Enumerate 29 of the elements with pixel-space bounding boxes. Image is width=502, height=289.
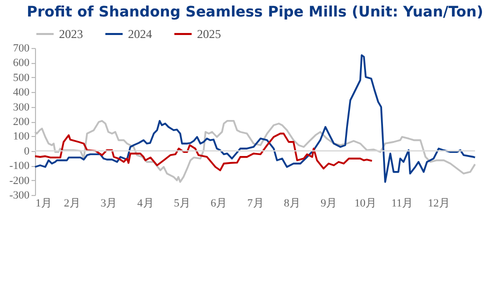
x-tick-label: 3月: [100, 198, 118, 210]
x-tick-label: 5月: [174, 198, 190, 210]
x-tick-label: 11月: [391, 198, 413, 210]
y-tick-label: 300: [13, 101, 30, 114]
x-tick-label: 10月: [354, 198, 376, 210]
y-tick-label: -200: [9, 174, 30, 187]
legend-label: 2023: [59, 27, 83, 41]
x-tick-label: 1月: [36, 198, 52, 210]
y-tick-label: 500: [13, 72, 30, 84]
y-tick-label: 100: [13, 130, 30, 143]
y-tick-label: -100: [9, 160, 30, 172]
x-tick-label: 9月: [320, 198, 338, 210]
y-tick-label: 200: [13, 116, 30, 128]
chart-title: Profit of Shandong Seamless Pipe Mills (Unit: Yuan/Ton): [26, 4, 484, 20]
y-tick-label: 400: [13, 86, 30, 99]
x-tick-label: 8月: [284, 198, 300, 210]
y-tick-label: 600: [13, 57, 30, 70]
y-tick-label: 0: [24, 145, 30, 158]
x-tick-label: 4月: [137, 198, 154, 210]
y-tick-label: -300: [9, 190, 30, 202]
x-tick-label: 12月: [428, 198, 450, 210]
x-tick-label: 2月: [64, 198, 80, 210]
legend-label: 2025: [197, 27, 221, 41]
legend-label: 2024: [128, 27, 152, 41]
y-tick-label: 700: [13, 42, 30, 54]
line-series: [34, 54, 476, 183]
x-tick-label: 6月: [210, 198, 228, 210]
x-tick-label: 7月: [247, 198, 264, 210]
line-series: [34, 132, 373, 172]
